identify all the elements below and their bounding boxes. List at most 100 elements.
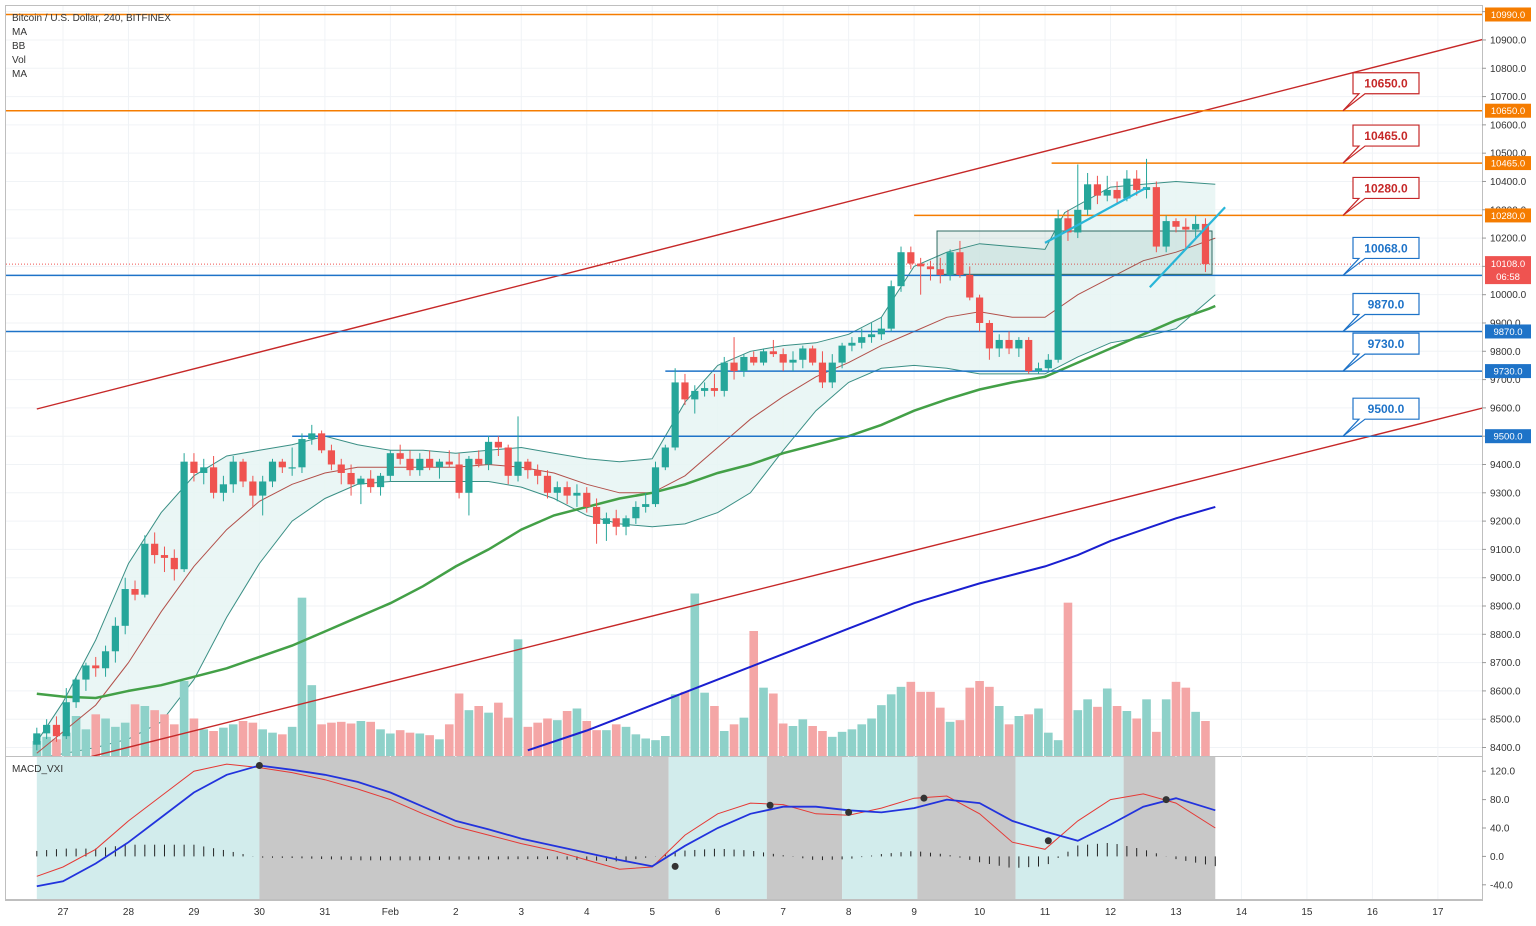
time-tick-label: 13	[1170, 907, 1182, 918]
candle-body	[573, 492, 581, 496]
candle-body	[651, 467, 660, 505]
candle-body	[406, 458, 414, 471]
candle-body	[52, 724, 61, 737]
consolidation-rectangle[interactable]	[936, 230, 1213, 275]
legend-bb[interactable]: BB	[12, 41, 26, 52]
axis-tag-9870.0[interactable]: 9870.0	[1485, 324, 1531, 339]
volume-bar	[1102, 688, 1112, 756]
price-tick-label: 9400.0	[1490, 460, 1521, 471]
volume-bar	[867, 718, 876, 756]
candle-body	[308, 433, 316, 440]
volume-bar	[297, 597, 307, 756]
candle-body	[259, 481, 267, 496]
candle-body	[101, 651, 110, 669]
volume-bar	[602, 730, 611, 756]
volume-bar	[1132, 718, 1142, 756]
volume-bar	[641, 738, 650, 756]
callout-9730.0[interactable]: 9730.0	[1342, 332, 1420, 372]
volume-bar	[818, 731, 827, 756]
time-tick-label: 4	[584, 907, 590, 918]
candle-body	[229, 461, 237, 485]
axis-tag-9500.0[interactable]: 9500.0	[1485, 429, 1531, 444]
trend-line-1[interactable]	[1044, 186, 1148, 244]
candle-body	[514, 461, 522, 476]
volume-bar	[317, 724, 326, 756]
axis-tag-9730.0[interactable]: 9730.0	[1485, 364, 1531, 379]
price-tick-label: 8700.0	[1490, 658, 1521, 669]
time-tick-label: 6	[715, 907, 721, 918]
candle-body	[72, 679, 80, 703]
callout-box	[1342, 332, 1420, 372]
volume-bar	[327, 722, 336, 756]
volume-bar	[690, 593, 700, 756]
volume-bar	[857, 724, 867, 756]
legend-vol[interactable]: Vol	[12, 55, 26, 66]
macd-cross-dot	[766, 801, 774, 809]
callout-9500.0[interactable]: 9500.0	[1342, 397, 1420, 437]
time-axis[interactable]: 27 28 29 30 31 Feb 2 3 4 5 6 7 8 9 10 11 12 13 14 15 16 17	[6, 899, 1482, 919]
volume-bar	[61, 732, 71, 756]
ma-fast-line	[36, 237, 1216, 754]
axis-tag-10280.0[interactable]: 10280.0	[1485, 208, 1531, 223]
volume-bar	[454, 693, 464, 756]
candle-body	[926, 266, 935, 270]
candle-body	[1152, 187, 1160, 247]
macd-axis: 120.0 80.0 40.0 0.0 -40.0	[1482, 767, 1515, 891]
current-price-tag[interactable]: 10108.0 06:58	[1485, 256, 1531, 285]
macd-legend[interactable]: MACD_VXI	[12, 764, 63, 775]
axis-tag-10465.0[interactable]: 10465.0	[1485, 156, 1531, 171]
candle-body	[769, 351, 777, 355]
price-callouts[interactable]: 10650.0 10465.0 10280.0 10068.0 9870.0 9730.0…	[1342, 72, 1420, 437]
legend: Bitcoin / U.S. Dollar, 240, BITFINEX MA …	[12, 13, 171, 80]
volume-bar	[464, 710, 474, 756]
volume-bar	[759, 687, 768, 756]
macd-cross-dot	[1044, 837, 1052, 845]
price-tick-label: 10700.0	[1490, 92, 1527, 103]
volume-bar	[287, 726, 297, 756]
callout-10280.0[interactable]: 10280.0	[1342, 176, 1420, 216]
macd-background	[36, 757, 1216, 899]
callout-10650.0[interactable]: 10650.0	[1342, 72, 1420, 112]
volume-bar	[395, 730, 405, 756]
price-tick-label: 9700.0	[1490, 375, 1521, 386]
volume-bar	[209, 731, 218, 756]
candle-body	[730, 362, 738, 372]
candle-body	[416, 458, 424, 471]
axis-tag-10650.0[interactable]: 10650.0	[1485, 103, 1531, 118]
macd-bg-bear	[917, 757, 1016, 899]
volume-bar	[592, 730, 601, 756]
volume-bar	[238, 721, 248, 756]
horizontal-levels[interactable]	[6, 13, 1482, 437]
volume-bar	[955, 720, 965, 756]
price-axis[interactable]: 8400.0 8500.0 8600.0 8700.0 8800.0 8900.0 9000…	[1482, 6, 1531, 899]
candle-body	[465, 458, 473, 493]
callout-label: 10068.0	[1364, 241, 1408, 255]
callout-9870.0[interactable]: 9870.0	[1342, 292, 1420, 332]
macd-cross-dot	[671, 862, 679, 870]
time-tick-label: 7	[780, 907, 786, 918]
time-tick-label: 3	[519, 907, 525, 918]
consolidation-box[interactable]	[936, 230, 1213, 275]
candle-body	[602, 518, 611, 524]
trend-line-2[interactable]	[1148, 206, 1226, 289]
legend-ma-2[interactable]: MA	[12, 69, 27, 80]
callout-10465.0[interactable]: 10465.0	[1342, 124, 1420, 164]
volume-bar	[179, 681, 189, 756]
trend-lines[interactable]	[1044, 186, 1226, 289]
candle-body	[475, 458, 483, 465]
volume-bar	[975, 681, 984, 756]
macd-cross-dot	[1162, 796, 1170, 804]
macd-tick-label: 120.0	[1490, 767, 1515, 778]
candle-body	[534, 470, 542, 476]
candle-body	[1133, 178, 1141, 190]
time-tick-label: 8	[846, 907, 852, 918]
candle-body	[1103, 189, 1111, 196]
candle-body	[799, 348, 807, 360]
volume-bar	[1004, 724, 1014, 756]
volume-bar	[572, 708, 582, 756]
candle-body	[298, 439, 306, 468]
callout-10068.0[interactable]: 10068.0	[1342, 236, 1420, 276]
legend-ma-1[interactable]: MA	[12, 27, 27, 38]
axis-tag-10990.0[interactable]: 10990.0	[1485, 7, 1531, 22]
